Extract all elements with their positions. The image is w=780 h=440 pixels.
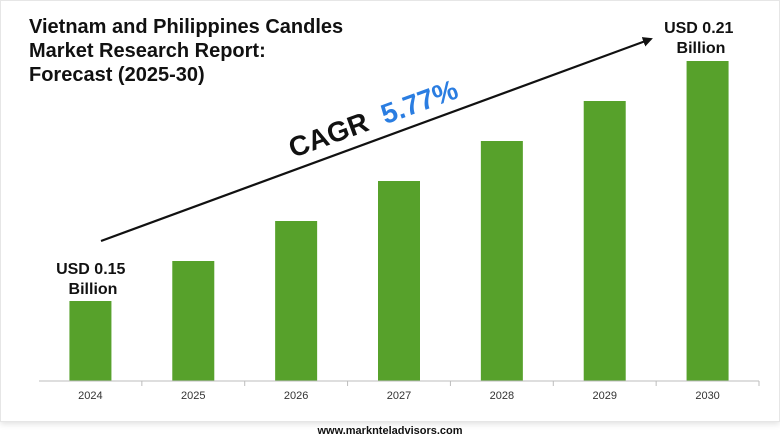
start-value-line1: USD 0.15 xyxy=(56,261,125,278)
bar-2024 xyxy=(69,301,112,381)
x-tick-label-2027: 2027 xyxy=(387,390,411,402)
start-value-line2: Billion xyxy=(69,281,118,298)
chart-card: Vietnam and Philippines Candles Market R… xyxy=(0,0,780,422)
x-tick-label-2025: 2025 xyxy=(181,390,205,402)
source-url: www.marknteladvisors.com xyxy=(317,425,463,437)
bar-2029 xyxy=(583,101,626,381)
x-tick-label-2024: 2024 xyxy=(78,390,102,402)
x-tick-label-2028: 2028 xyxy=(490,390,514,402)
bar-2025 xyxy=(172,261,215,381)
end-value-label: USD 0.21 Billion xyxy=(664,20,738,57)
cagr-arrow xyxy=(100,37,653,243)
bar-2026 xyxy=(275,221,318,381)
cagr-value: 5.77% xyxy=(377,74,462,130)
x-tick-label-2029: 2029 xyxy=(592,390,616,402)
bar-2027 xyxy=(378,181,420,381)
start-value-label: USD 0.15 Billion xyxy=(56,261,130,298)
end-value-line1: USD 0.21 xyxy=(664,20,733,37)
bar-chart: 2024 2025 2026 2027 2028 2029 2030 CAGR 5.77% … xyxy=(39,20,760,402)
chart-title: Vietnam and Philippines Candles Market R… xyxy=(29,16,344,86)
end-value-line2: Billion xyxy=(677,40,726,57)
cagr-prefix: CAGR xyxy=(284,106,372,163)
x-tick-label-2026: 2026 xyxy=(284,390,308,402)
x-tick-label-2030: 2030 xyxy=(695,390,719,402)
bar-2028 xyxy=(480,141,523,381)
bar-2030 xyxy=(686,61,729,381)
